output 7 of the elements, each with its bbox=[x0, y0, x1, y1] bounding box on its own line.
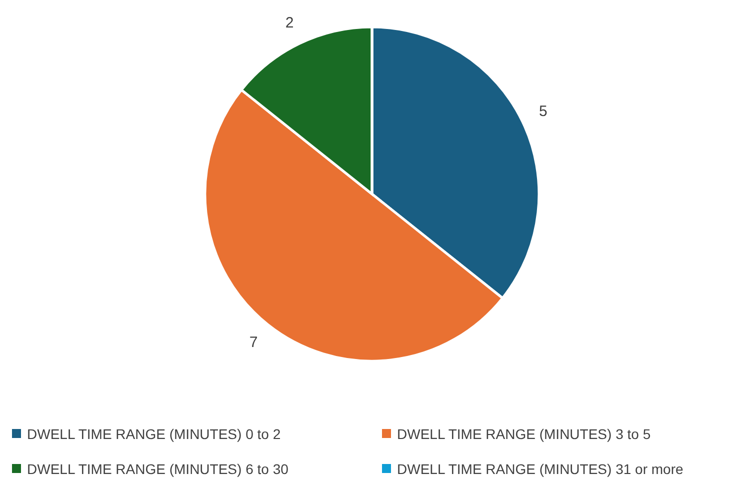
data-label: 2 bbox=[285, 14, 294, 32]
legend-label: DWELL TIME RANGE (MINUTES) 0 to 2 bbox=[27, 426, 281, 442]
legend-label: DWELL TIME RANGE (MINUTES) 3 to 5 bbox=[397, 426, 651, 442]
data-label: 7 bbox=[249, 334, 258, 352]
legend-label: DWELL TIME RANGE (MINUTES) 31 or more bbox=[397, 461, 684, 477]
legend-label: DWELL TIME RANGE (MINUTES) 6 to 30 bbox=[27, 461, 289, 477]
data-label: 5 bbox=[539, 103, 548, 120]
